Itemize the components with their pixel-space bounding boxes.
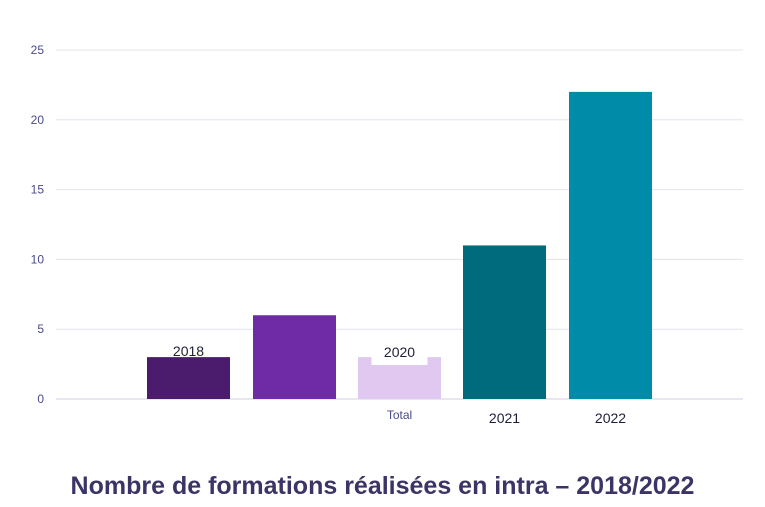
y-tick-label: 20 bbox=[31, 113, 45, 127]
bar-series-2 bbox=[253, 315, 336, 399]
bar-2018 bbox=[147, 357, 230, 399]
y-tick-label: 0 bbox=[37, 392, 44, 406]
bar-label-2018: 2018 bbox=[173, 343, 204, 359]
bar-labels: 2018 2020 2021 2022 bbox=[173, 343, 626, 426]
y-tick-label: 10 bbox=[31, 252, 45, 266]
bar-label-2020: 2020 bbox=[384, 344, 415, 360]
bar-2021 bbox=[463, 245, 546, 399]
bars bbox=[147, 91, 652, 399]
x-axis-label: Total bbox=[387, 408, 412, 422]
label-box bbox=[371, 343, 428, 365]
bar-label-2021: 2021 bbox=[489, 410, 520, 426]
bar-2022 bbox=[569, 91, 652, 399]
y-tick-label: 15 bbox=[31, 183, 45, 197]
chart-title: Nombre de formations réalisées en intra … bbox=[70, 472, 695, 500]
bar-label-2022: 2022 bbox=[595, 410, 626, 426]
y-axis-ticks: 0 5 10 15 20 25 bbox=[31, 43, 45, 406]
y-tick-label: 5 bbox=[37, 322, 44, 336]
y-tick-label: 25 bbox=[31, 43, 45, 57]
